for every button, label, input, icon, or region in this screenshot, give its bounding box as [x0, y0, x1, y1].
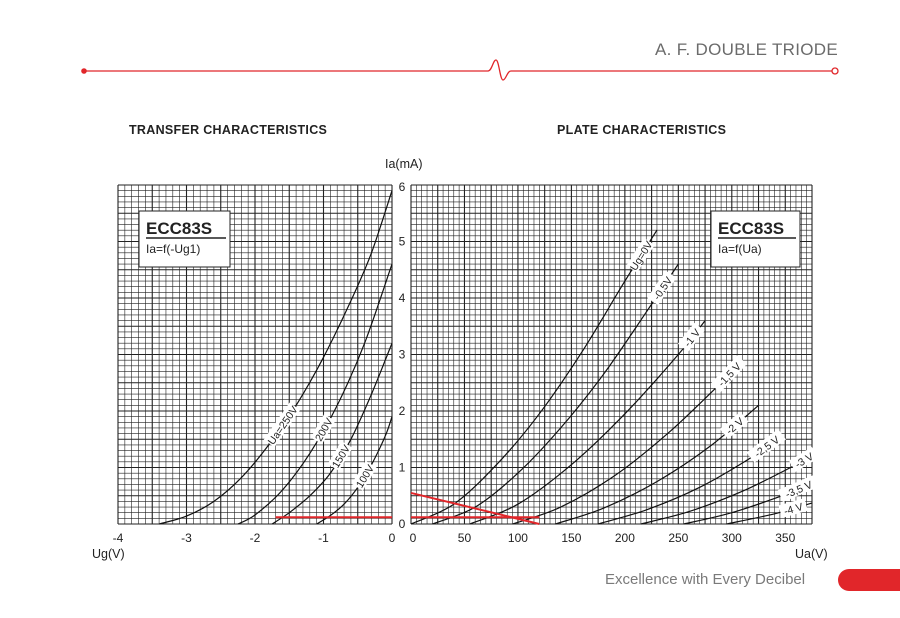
transfer-curve-label-bg	[263, 402, 301, 448]
plate-curve-label-bg	[788, 447, 819, 472]
plate-x-tick-label: 150	[561, 531, 581, 545]
plate-curve-label-text: -4 V	[783, 501, 805, 518]
y-tick-label: 2	[399, 404, 406, 418]
plate-curve-label-5: -2,5 V	[746, 429, 786, 463]
plate-curve-label-bg	[647, 270, 677, 306]
plate-x-tick-label: 350	[775, 531, 795, 545]
plate-curve-label-bg	[677, 322, 705, 352]
transfer-curve-label-3: 100V	[351, 460, 377, 491]
plate-x-tick-label: 0	[410, 531, 417, 545]
footer-slogan: Excellence with Every Decibel	[605, 571, 806, 588]
plate-x-axis-title: Ua(V)	[795, 547, 828, 561]
plate-box-title: ECC83S	[718, 219, 784, 238]
transfer-x-tick-label: -4	[113, 531, 124, 545]
plate-box-subtitle: Ia=f(Ua)	[718, 242, 762, 256]
plate-tube-box: ECC83S Ia=f(Ua)	[710, 210, 801, 268]
plate-curve-label-6: -3 V	[788, 447, 819, 472]
plate-curve-label-bg	[746, 429, 786, 463]
plate-curve-label-bg	[710, 355, 747, 393]
transfer-curve-label-1: 200V	[310, 414, 336, 445]
transfer-box-subtitle: Ia=f(-Ug1)	[146, 242, 200, 256]
plate-x-tick-label: 250	[668, 531, 688, 545]
header-rule-right-circle	[831, 67, 839, 75]
transfer-x-tick-label: -3	[181, 531, 192, 545]
y-tick-label: 0	[399, 517, 406, 531]
plate-curve-label-bg	[777, 474, 819, 503]
footer-accent-pill	[838, 569, 900, 591]
plate-curve-label-8: -4 V	[778, 498, 808, 518]
plate-curve-label-bg	[719, 411, 749, 439]
header-title: A. F. DOUBLE TRIODE	[655, 40, 838, 59]
axis-ticks: -4 -3 -2 -1 0 0 50 100 150 200 250 300 350 0 1 2 3 4 5 6	[113, 180, 796, 545]
transfer-x-tick-label: -1	[318, 531, 329, 545]
transfer-tube-box: ECC83S Ia=f(-Ug1)	[138, 210, 231, 268]
y-tick-label: 3	[399, 348, 406, 362]
plate-x-tick-label: 300	[722, 531, 742, 545]
transfer-chart-title: TRANSFER CHARACTERISTICS	[129, 123, 328, 137]
transfer-curve-label-bg	[310, 414, 336, 445]
transfer-curve-label-bg	[327, 441, 353, 471]
y-tick-label: 5	[399, 235, 406, 249]
transfer-x-tick-label: -2	[250, 531, 261, 545]
transfer-curve-label-bg	[351, 460, 377, 491]
y-tick-label: 4	[399, 291, 406, 305]
y-tick-label: 1	[399, 461, 406, 475]
y-tick-label: 6	[399, 180, 406, 194]
transfer-x-tick-label: 0	[389, 531, 396, 545]
plate-chart-title: PLATE CHARACTERISTICS	[557, 123, 727, 137]
transfer-curve-1	[237, 263, 393, 525]
transfer-curve-2	[271, 342, 393, 525]
header-rule-line	[84, 59, 832, 81]
plate-x-tick-label: 100	[508, 531, 528, 545]
plate-curve-2	[469, 320, 706, 525]
header-rule	[81, 59, 839, 81]
plate-curve-label-bg	[778, 498, 808, 518]
plate-x-tick-label: 50	[458, 531, 472, 545]
plate-curve-label-7: -3,5 V	[777, 474, 819, 503]
y-axis-title: Ia(mA)	[385, 157, 423, 171]
plate-load-line-0	[410, 491, 540, 525]
plate-curve-label-bg	[626, 237, 655, 273]
plate-load-lines	[410, 491, 540, 525]
plate-curve-label-3: -1,5 V	[710, 355, 747, 393]
plate-x-tick-label: 200	[615, 531, 635, 545]
transfer-x-axis-title: Ug(V)	[92, 547, 125, 561]
transfer-box-title: ECC83S	[146, 219, 212, 238]
plate-curve-1	[432, 263, 679, 525]
